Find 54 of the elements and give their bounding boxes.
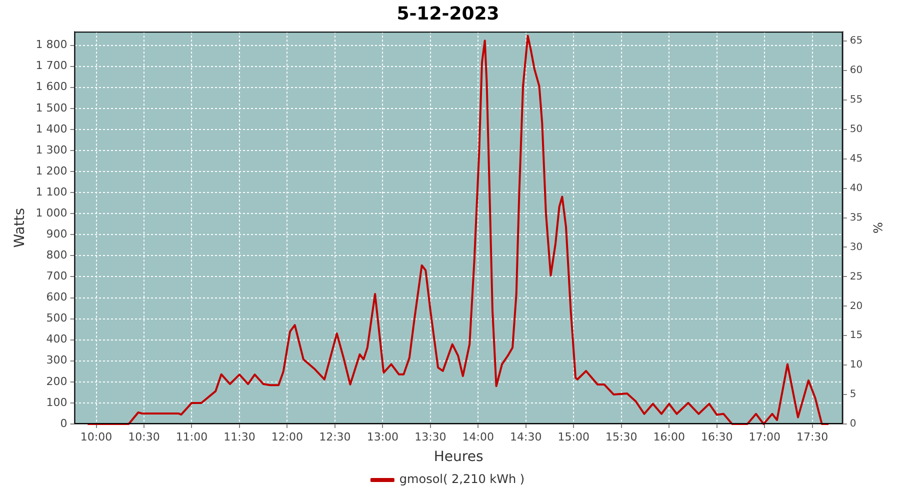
legend-label: gmosol( 2,210 kWh ) [399,472,525,486]
x-tick-label: 17:00 [748,430,780,444]
x-tick-label: 13:30 [414,430,446,444]
y2-tick-label: 65 [850,36,863,47]
x-tick-label: 13:00 [366,430,399,444]
y-tick-label: 1 600 [36,80,68,94]
y-tick-label: 1 400 [36,122,68,136]
y2-tick-label: 30 [850,242,863,253]
y2-tick-label: 0 [850,418,856,430]
x-tick-label: 10:30 [128,430,160,444]
y2-tick-label: 50 [850,124,863,135]
y-tick-label: 1 500 [36,101,68,114]
y2-axis-title: % [870,222,885,234]
y2-tick-label: 10 [850,360,863,371]
chart-title: 5-12-2023 [396,3,500,24]
y-tick-label: 900 [46,227,68,240]
x-tick-label: 10:00 [80,430,112,444]
y2-tick-label: 15 [850,330,863,342]
y-tick-label: 600 [46,290,68,304]
y-tick-label: 800 [46,248,68,262]
y2-tick-label: 5 [850,389,856,400]
y2-tick-label: 25 [850,271,863,282]
y-tick-label: 0 [60,416,68,430]
y-tick-label: 1 100 [36,185,68,198]
x-tick-label: 15:30 [606,430,638,444]
y-tick-label: 1 800 [36,38,68,52]
x-tick-label: 14:30 [510,430,542,444]
y-axis-title: Watts [12,208,28,248]
y-tick-label: 200 [46,374,68,388]
y2-tick-label: 20 [850,300,863,312]
y-tick-label: 400 [46,332,68,346]
y-tick-label: 700 [46,270,68,283]
x-tick-label: 11:00 [176,430,208,444]
x-tick-label: 16:00 [653,430,685,444]
x-tick-label: 12:30 [319,430,351,444]
y-tick-label: 300 [46,354,68,367]
x-tick-label: 12:00 [271,430,304,444]
x-tick-label: 16:30 [700,430,733,444]
y-tick-label: 100 [46,396,68,409]
y2-tick-label: 40 [850,182,863,194]
y2-tick-label: 35 [850,212,863,224]
y2-tick-label: 45 [850,153,863,164]
y2-tick-label: 60 [850,65,863,76]
x-tick-label: 11:30 [224,430,256,444]
y-tick-label: 1 300 [36,143,68,156]
x-axis-title: Heures [434,449,484,466]
x-tick-label: 17:30 [796,430,828,444]
y-tick-label: 500 [46,312,68,325]
y-tick-label: 1 200 [36,164,68,178]
y2-tick-label: 55 [850,94,863,106]
y-tick-label: 1 000 [36,206,68,220]
x-tick-label: 14:00 [462,430,494,444]
x-tick-label: 15:00 [558,430,590,444]
y-tick-label: 1 700 [36,59,68,72]
